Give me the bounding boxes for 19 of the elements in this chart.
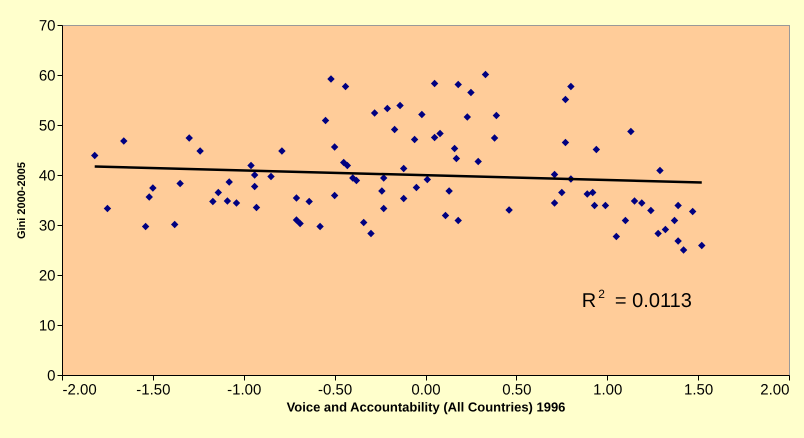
x-tick-label: -1.00 bbox=[227, 382, 262, 398]
y-tick-label: 0 bbox=[47, 368, 56, 384]
x-tick-label: 0.50 bbox=[502, 382, 532, 398]
y-tick-label: 10 bbox=[38, 318, 56, 334]
y-tick-label: 20 bbox=[38, 268, 56, 284]
y-tick-label: 30 bbox=[38, 218, 56, 234]
x-tick-label: -0.50 bbox=[318, 382, 352, 398]
y-tick-label: 70 bbox=[38, 18, 56, 34]
x-axis-title: Voice and Accountability (All Countries) 1996 bbox=[286, 400, 566, 414]
x-tick-label: 1.00 bbox=[593, 382, 622, 398]
x-tick-label: -1.50 bbox=[136, 382, 170, 398]
y-tick-label: 40 bbox=[38, 168, 56, 184]
x-tick-label: 0.00 bbox=[411, 382, 441, 398]
y-tick-label: 60 bbox=[38, 68, 56, 84]
y-axis-title: Gini 2000-2005 bbox=[16, 162, 28, 240]
x-tick-label: -2.00 bbox=[62, 382, 97, 398]
x-tick-label: 1.50 bbox=[684, 382, 714, 398]
x-tick-label: 2.00 bbox=[760, 382, 790, 398]
y-tick-label: 50 bbox=[38, 118, 56, 134]
